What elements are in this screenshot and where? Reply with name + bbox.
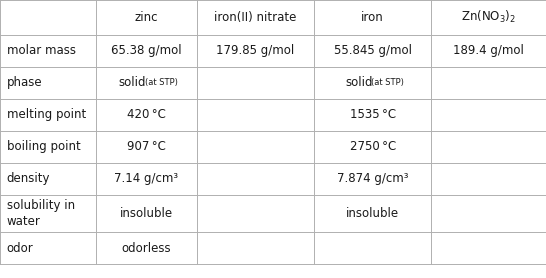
Text: solid: solid — [118, 76, 146, 89]
Text: melting point: melting point — [7, 108, 86, 121]
Text: 179.85 g/mol: 179.85 g/mol — [216, 44, 294, 57]
Text: iron(II) nitrate: iron(II) nitrate — [214, 11, 296, 24]
Text: 907 °C: 907 °C — [127, 140, 165, 153]
Text: 7.14 g/cm³: 7.14 g/cm³ — [114, 172, 178, 185]
Text: odorless: odorless — [121, 242, 171, 255]
Text: phase: phase — [7, 76, 42, 89]
Text: 420 °C: 420 °C — [127, 108, 165, 121]
Text: 1535 °C: 1535 °C — [349, 108, 396, 121]
Text: zinc: zinc — [134, 11, 158, 24]
Text: iron: iron — [361, 11, 384, 24]
Text: density: density — [7, 172, 50, 185]
Text: 55.845 g/mol: 55.845 g/mol — [334, 44, 412, 57]
Text: 189.4 g/mol: 189.4 g/mol — [453, 44, 524, 57]
Text: solid: solid — [345, 76, 373, 89]
Text: 65.38 g/mol: 65.38 g/mol — [111, 44, 181, 57]
Text: 2750 °C: 2750 °C — [349, 140, 396, 153]
Text: 7.874 g/cm³: 7.874 g/cm³ — [337, 172, 408, 185]
Text: insoluble: insoluble — [346, 207, 399, 220]
Text: Zn(NO$_3$)$_2$: Zn(NO$_3$)$_2$ — [461, 9, 516, 25]
Text: molar mass: molar mass — [7, 44, 75, 57]
Text: boiling point: boiling point — [7, 140, 80, 153]
Text: (at STP): (at STP) — [145, 78, 178, 87]
Text: odor: odor — [7, 242, 33, 255]
Text: solubility in
water: solubility in water — [7, 199, 75, 228]
Text: (at STP): (at STP) — [371, 78, 405, 87]
Text: insoluble: insoluble — [120, 207, 173, 220]
